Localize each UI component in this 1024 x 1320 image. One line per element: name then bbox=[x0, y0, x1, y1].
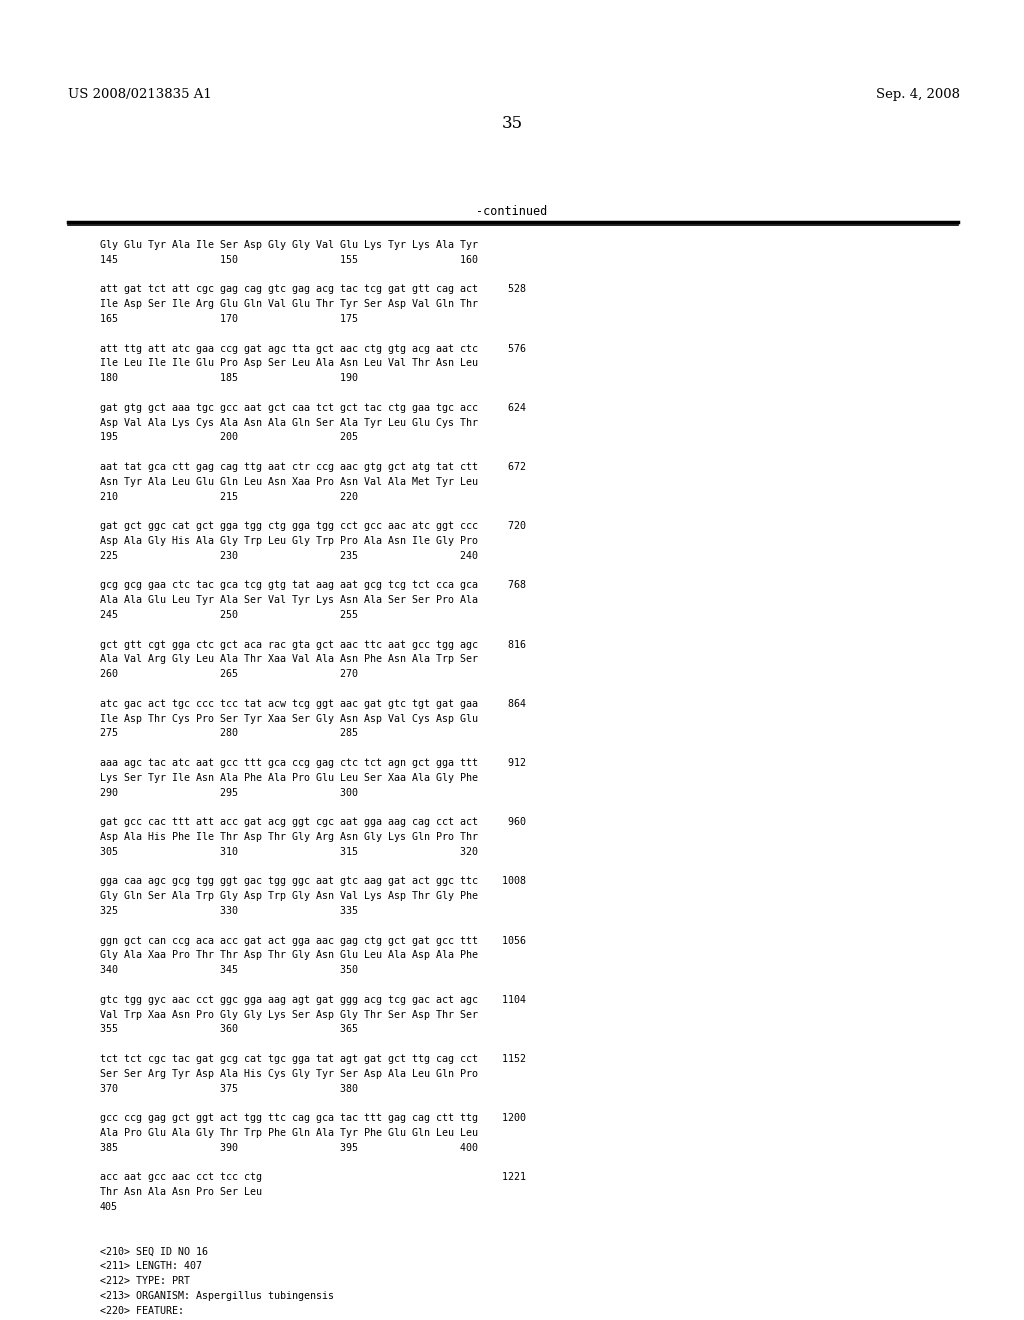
Text: Ile Leu Ile Ile Glu Pro Asp Ser Leu Ala Asn Leu Val Thr Asn Leu: Ile Leu Ile Ile Glu Pro Asp Ser Leu Ala … bbox=[100, 359, 478, 368]
Text: 195                 200                 205: 195 200 205 bbox=[100, 433, 358, 442]
Text: gcg gcg gaa ctc tac gca tcg gtg tat aag aat gcg tcg tct cca gca     768: gcg gcg gaa ctc tac gca tcg gtg tat aag … bbox=[100, 581, 526, 590]
Text: 165                 170                 175: 165 170 175 bbox=[100, 314, 358, 323]
Text: gga caa agc gcg tgg ggt gac tgg ggc aat gtc aag gat act ggc ttc    1008: gga caa agc gcg tgg ggt gac tgg ggc aat … bbox=[100, 876, 526, 887]
Text: 325                 330                 335: 325 330 335 bbox=[100, 906, 358, 916]
Text: aat tat gca ctt gag cag ttg aat ctr ccg aac gtg gct atg tat ctt     672: aat tat gca ctt gag cag ttg aat ctr ccg … bbox=[100, 462, 526, 473]
Text: atc gac act tgc ccc tcc tat acw tcg ggt aac gat gtc tgt gat gaa     864: atc gac act tgc ccc tcc tat acw tcg ggt … bbox=[100, 698, 526, 709]
Text: gct gtt cgt gga ctc gct aca rac gta gct aac ttc aat gcc tgg agc     816: gct gtt cgt gga ctc gct aca rac gta gct … bbox=[100, 640, 526, 649]
Text: gat gcc cac ttt att acc gat acg ggt cgc aat gga aag cag cct act     960: gat gcc cac ttt att acc gat acg ggt cgc … bbox=[100, 817, 526, 828]
Text: 210                 215                 220: 210 215 220 bbox=[100, 491, 358, 502]
Text: gcc ccg gag gct ggt act tgg ttc cag gca tac ttt gag cag ctt ttg    1200: gcc ccg gag gct ggt act tgg ttc cag gca … bbox=[100, 1113, 526, 1123]
Text: Asn Tyr Ala Leu Glu Gln Leu Asn Xaa Pro Asn Val Ala Met Tyr Leu: Asn Tyr Ala Leu Glu Gln Leu Asn Xaa Pro … bbox=[100, 477, 478, 487]
Text: 385                 390                 395                 400: 385 390 395 400 bbox=[100, 1143, 478, 1152]
Text: Asp Ala Gly His Ala Gly Trp Leu Gly Trp Pro Ala Asn Ile Gly Pro: Asp Ala Gly His Ala Gly Trp Leu Gly Trp … bbox=[100, 536, 478, 546]
Text: gat gct ggc cat gct gga tgg ctg gga tgg cct gcc aac atc ggt ccc     720: gat gct ggc cat gct gga tgg ctg gga tgg … bbox=[100, 521, 526, 531]
Text: Ile Asp Thr Cys Pro Ser Tyr Xaa Ser Gly Asn Asp Val Cys Asp Glu: Ile Asp Thr Cys Pro Ser Tyr Xaa Ser Gly … bbox=[100, 714, 478, 723]
Text: att ttg att atc gaa ccg gat agc tta gct aac ctg gtg acg aat ctc     576: att ttg att atc gaa ccg gat agc tta gct … bbox=[100, 343, 526, 354]
Text: aaa agc tac atc aat gcc ttt gca ccg gag ctc tct agn gct gga ttt     912: aaa agc tac atc aat gcc ttt gca ccg gag … bbox=[100, 758, 526, 768]
Text: 370                 375                 380: 370 375 380 bbox=[100, 1084, 358, 1093]
Text: 305                 310                 315                 320: 305 310 315 320 bbox=[100, 847, 478, 857]
Text: 245                 250                 255: 245 250 255 bbox=[100, 610, 358, 620]
Text: <211> LENGTH: 407: <211> LENGTH: 407 bbox=[100, 1261, 202, 1271]
Text: Lys Ser Tyr Ile Asn Ala Phe Ala Pro Glu Leu Ser Xaa Ala Gly Phe: Lys Ser Tyr Ile Asn Ala Phe Ala Pro Glu … bbox=[100, 772, 478, 783]
Text: 275                 280                 285: 275 280 285 bbox=[100, 729, 358, 738]
Text: 290                 295                 300: 290 295 300 bbox=[100, 788, 358, 797]
Text: US 2008/0213835 A1: US 2008/0213835 A1 bbox=[68, 88, 212, 102]
Text: 225                 230                 235                 240: 225 230 235 240 bbox=[100, 550, 478, 561]
Text: gat gtg gct aaa tgc gcc aat gct caa tct gct tac ctg gaa tgc acc     624: gat gtg gct aaa tgc gcc aat gct caa tct … bbox=[100, 403, 526, 413]
Text: <220> FEATURE:: <220> FEATURE: bbox=[100, 1305, 184, 1316]
Text: Val Trp Xaa Asn Pro Gly Gly Lys Ser Asp Gly Thr Ser Asp Thr Ser: Val Trp Xaa Asn Pro Gly Gly Lys Ser Asp … bbox=[100, 1010, 478, 1019]
Text: Sep. 4, 2008: Sep. 4, 2008 bbox=[876, 88, 961, 102]
Text: <213> ORGANISM: Aspergillus tubingensis: <213> ORGANISM: Aspergillus tubingensis bbox=[100, 1291, 334, 1300]
Text: 405: 405 bbox=[100, 1203, 118, 1212]
Text: Ser Ser Arg Tyr Asp Ala His Cys Gly Tyr Ser Asp Ala Leu Gln Pro: Ser Ser Arg Tyr Asp Ala His Cys Gly Tyr … bbox=[100, 1069, 478, 1078]
Text: Ala Pro Glu Ala Gly Thr Trp Phe Gln Ala Tyr Phe Glu Gln Leu Leu: Ala Pro Glu Ala Gly Thr Trp Phe Gln Ala … bbox=[100, 1129, 478, 1138]
Text: tct tct cgc tac gat gcg cat tgc gga tat agt gat gct ttg cag cct    1152: tct tct cgc tac gat gcg cat tgc gga tat … bbox=[100, 1053, 526, 1064]
Text: Gly Gln Ser Ala Trp Gly Asp Trp Gly Asn Val Lys Asp Thr Gly Phe: Gly Gln Ser Ala Trp Gly Asp Trp Gly Asn … bbox=[100, 891, 478, 902]
Text: Ala Ala Glu Leu Tyr Ala Ser Val Tyr Lys Asn Ala Ser Ser Pro Ala: Ala Ala Glu Leu Tyr Ala Ser Val Tyr Lys … bbox=[100, 595, 478, 605]
Text: 340                 345                 350: 340 345 350 bbox=[100, 965, 358, 975]
Text: Gly Ala Xaa Pro Thr Thr Asp Thr Gly Asn Glu Leu Ala Asp Ala Phe: Gly Ala Xaa Pro Thr Thr Asp Thr Gly Asn … bbox=[100, 950, 478, 961]
Text: Ala Val Arg Gly Leu Ala Thr Xaa Val Ala Asn Phe Asn Ala Trp Ser: Ala Val Arg Gly Leu Ala Thr Xaa Val Ala … bbox=[100, 655, 478, 664]
Text: 35: 35 bbox=[502, 115, 522, 132]
Text: att gat tct att cgc gag cag gtc gag acg tac tcg gat gtt cag act     528: att gat tct att cgc gag cag gtc gag acg … bbox=[100, 284, 526, 294]
Text: ggn gct can ccg aca acc gat act gga aac gag ctg gct gat gcc ttt    1056: ggn gct can ccg aca acc gat act gga aac … bbox=[100, 936, 526, 945]
Text: Thr Asn Ala Asn Pro Ser Leu: Thr Asn Ala Asn Pro Ser Leu bbox=[100, 1187, 262, 1197]
Text: 260                 265                 270: 260 265 270 bbox=[100, 669, 358, 680]
Text: Asp Val Ala Lys Cys Ala Asn Ala Gln Ser Ala Tyr Leu Glu Cys Thr: Asp Val Ala Lys Cys Ala Asn Ala Gln Ser … bbox=[100, 417, 478, 428]
Text: Ile Asp Ser Ile Arg Glu Gln Val Glu Thr Tyr Ser Asp Val Gln Thr: Ile Asp Ser Ile Arg Glu Gln Val Glu Thr … bbox=[100, 300, 478, 309]
Text: gtc tgg gyc aac cct ggc gga aag agt gat ggg acg tcg gac act agc    1104: gtc tgg gyc aac cct ggc gga aag agt gat … bbox=[100, 995, 526, 1005]
Text: <212> TYPE: PRT: <212> TYPE: PRT bbox=[100, 1276, 190, 1286]
Text: -continued: -continued bbox=[476, 205, 548, 218]
Text: acc aat gcc aac cct tcc ctg                                        1221: acc aat gcc aac cct tcc ctg 1221 bbox=[100, 1172, 526, 1183]
Text: Asp Ala His Phe Ile Thr Asp Thr Gly Arg Asn Gly Lys Gln Pro Thr: Asp Ala His Phe Ile Thr Asp Thr Gly Arg … bbox=[100, 832, 478, 842]
Text: 355                 360                 365: 355 360 365 bbox=[100, 1024, 358, 1035]
Text: Gly Glu Tyr Ala Ile Ser Asp Gly Gly Val Glu Lys Tyr Lys Ala Tyr: Gly Glu Tyr Ala Ile Ser Asp Gly Gly Val … bbox=[100, 240, 478, 249]
Text: 180                 185                 190: 180 185 190 bbox=[100, 374, 358, 383]
Text: 145                 150                 155                 160: 145 150 155 160 bbox=[100, 255, 478, 265]
Text: <210> SEQ ID NO 16: <210> SEQ ID NO 16 bbox=[100, 1246, 208, 1257]
